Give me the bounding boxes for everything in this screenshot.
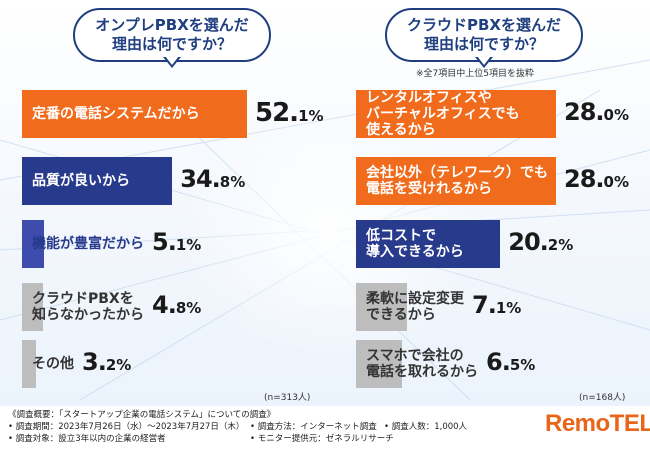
- bar-cloud-4: [356, 283, 407, 331]
- bar-cloud-2: [356, 157, 556, 205]
- survey-monitor: • モニター提供元：ゼネラルリサーチ: [250, 434, 394, 444]
- question-cloud-line1: クラウドPBXを選んだ: [407, 16, 561, 34]
- value-integer: 4.: [152, 291, 177, 319]
- value-decimal: 8%: [219, 173, 246, 191]
- bubble-tail-right: [475, 56, 493, 68]
- bar-label-line: できるから: [366, 307, 436, 323]
- value-decimal: 8%: [175, 299, 202, 317]
- bar-label-onprem-4: クラウドPBXを 知らなかったから: [32, 291, 144, 323]
- subset-note: ※全7項目中上位5項目を抜粋: [416, 69, 534, 79]
- value-decimal: 0%: [603, 106, 629, 124]
- bar-onprem-5: [22, 340, 36, 388]
- question-onprem-line1: オンプレPBXを選んだ: [95, 16, 249, 34]
- bar-label-line: 電話を受けれるから: [366, 181, 492, 197]
- bar-onprem-3: [22, 220, 45, 268]
- value-decimal: 1%: [298, 107, 324, 125]
- bar-label-line: クラウドPBXを: [32, 291, 134, 307]
- bubble-tail-left: [163, 56, 181, 68]
- bar-label-cloud-1: レンタルオフィスや バーチャルオフィスでも 使えるから: [366, 90, 520, 138]
- bar-value-onprem-4: 4.8%: [152, 291, 201, 319]
- bar-label-line: 定番の電話システムだから: [32, 106, 200, 122]
- survey-count: • 調査人数：1,000人: [384, 422, 468, 432]
- bar-label-line: スマホで会社の: [366, 348, 464, 364]
- bar-value-cloud-3: 20.2%: [508, 228, 573, 256]
- value-decimal: 5%: [509, 356, 536, 374]
- bar-label-line: その他: [32, 356, 74, 372]
- bar-value-onprem-3: 5.1%: [152, 228, 201, 256]
- bar-onprem-4: [22, 283, 43, 331]
- bar-label-onprem-2: 品質が良いから: [32, 173, 130, 189]
- bar-cloud-1: [356, 90, 556, 138]
- sample-size-onprem: (n=313人): [264, 393, 311, 403]
- bar-label-cloud-5: スマホで会社の 電話を取れるから: [366, 348, 478, 380]
- bar-label-line: 柔軟に設定変更: [366, 291, 464, 307]
- bar-onprem-2: [22, 157, 173, 205]
- bar-label-line: 知らなかったから: [32, 307, 144, 323]
- bar-label-line: 会社以外（テレワーク）でも: [366, 165, 548, 181]
- value-decimal: 0%: [603, 173, 629, 191]
- value-integer: 34.: [180, 165, 221, 193]
- bar-cloud-5: [356, 340, 403, 388]
- bar-onprem-1: [22, 90, 247, 138]
- bar-label-line: バーチャルオフィスでも: [366, 106, 520, 122]
- survey-footer: 《調査概要：「スタートアップ企業の電話システム」についての調査》 • 調査期間：…: [0, 406, 650, 450]
- value-decimal: 1%: [175, 236, 202, 254]
- value-integer: 3.: [82, 348, 107, 376]
- bar-label-line: 品質が良いから: [32, 173, 130, 189]
- bar-label-line: レンタルオフィスや: [366, 90, 492, 106]
- bar-label-line: 低コストで: [366, 228, 436, 244]
- bar-label-onprem-1: 定番の電話システムだから: [32, 106, 200, 122]
- bar-label-onprem-3: 機能が豊富だから: [32, 236, 144, 252]
- value-decimal: 2%: [105, 356, 132, 374]
- value-integer: 20.: [508, 228, 549, 256]
- bar-label-line: 電話を取れるから: [366, 364, 478, 380]
- sample-size-cloud: (n=168人): [579, 393, 626, 403]
- survey-target: • 調査対象：設立3年以内の企業の経営者: [8, 434, 166, 444]
- value-integer: 6.: [486, 348, 511, 376]
- value-integer: 28.: [564, 98, 605, 126]
- bar-value-cloud-2: 28.0%: [564, 165, 629, 193]
- bar-value-cloud-4: 7.1%: [472, 291, 521, 319]
- bar-cloud-3: [356, 220, 501, 268]
- survey-title: 《調査概要：「スタートアップ企業の電話システム」についての調査》: [8, 410, 276, 420]
- bar-value-onprem-2: 34.8%: [180, 165, 245, 193]
- value-decimal: 2%: [547, 236, 574, 254]
- question-bubble-onprem: オンプレPBXを選んだ 理由は何ですか？: [73, 8, 271, 62]
- value-integer: 5.: [152, 228, 177, 256]
- value-decimal: 1%: [495, 299, 522, 317]
- value-integer: 28.: [564, 165, 605, 193]
- question-onprem-line2: 理由は何ですか？: [111, 35, 232, 53]
- bar-label-line: 導入できるから: [366, 244, 464, 260]
- value-integer: 7.: [472, 291, 497, 319]
- bar-value-onprem-1: 52.1%: [255, 98, 324, 128]
- bar-value-cloud-1: 28.0%: [564, 98, 629, 126]
- bar-label-cloud-2: 会社以外（テレワーク）でも 電話を受けれるから: [366, 165, 548, 197]
- bar-label-cloud-3: 低コストで 導入できるから: [366, 228, 464, 260]
- bar-label-cloud-4: 柔軟に設定変更 できるから: [366, 291, 464, 323]
- bar-label-line: 機能が豊富だから: [32, 236, 144, 252]
- question-bubble-cloud: クラウドPBXを選んだ 理由は何ですか？: [385, 8, 583, 62]
- question-cloud-line2: 理由は何ですか？: [423, 35, 544, 53]
- survey-method: • 調査方法：インターネット調査: [250, 422, 377, 432]
- remotel-logo: RemoTEL: [545, 410, 650, 437]
- bar-value-onprem-5: 3.2%: [82, 348, 131, 376]
- bar-value-cloud-5: 6.5%: [486, 348, 535, 376]
- value-integer: 52.: [255, 98, 299, 128]
- survey-period: • 調査期間：2023年7月26日（水）〜2023年7月27日（木）: [8, 422, 245, 432]
- bar-label-onprem-5: その他: [32, 356, 74, 372]
- bar-label-line: 使えるから: [366, 122, 436, 138]
